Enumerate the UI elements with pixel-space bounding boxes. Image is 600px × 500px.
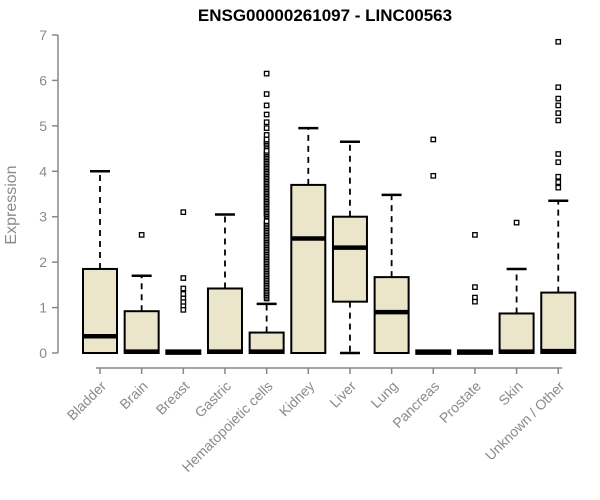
outlier-point xyxy=(263,102,270,109)
outlier-point xyxy=(555,179,562,186)
y-tick-label: 3 xyxy=(39,209,47,225)
outlier-point xyxy=(472,298,478,305)
outlier-point xyxy=(263,218,270,225)
outlier-point xyxy=(263,119,270,126)
y-tick-label: 4 xyxy=(39,163,47,179)
y-tick-label: 1 xyxy=(39,300,47,316)
y-tick-label: 5 xyxy=(39,118,47,134)
outlier-point xyxy=(263,136,270,143)
outlier-point xyxy=(263,111,270,118)
box xyxy=(290,183,327,354)
outlier-point xyxy=(555,117,562,124)
outlier-point xyxy=(263,147,270,154)
x-tick-label: Bladder xyxy=(64,378,110,424)
outlier-point xyxy=(263,125,270,131)
x-tick-label: Skin xyxy=(495,378,526,409)
outlier-point xyxy=(555,102,562,109)
y-tick-label: 6 xyxy=(39,72,47,88)
box xyxy=(540,291,577,354)
x-tick-label: Unknown / Other xyxy=(482,378,568,464)
outlier-point xyxy=(555,173,562,180)
outlier-point xyxy=(555,184,562,191)
box xyxy=(373,276,410,354)
x-tick-label: Liver xyxy=(326,378,359,411)
outlier-point xyxy=(180,209,187,216)
outlier-point xyxy=(513,219,520,226)
outlier-point xyxy=(555,159,562,166)
y-tick-label: 7 xyxy=(39,27,47,43)
box xyxy=(498,312,535,354)
outlier-point xyxy=(472,232,478,238)
x-tick-label: Breast xyxy=(153,378,193,418)
box xyxy=(82,267,118,354)
outlier-point xyxy=(555,151,562,157)
outlier-point xyxy=(180,306,187,313)
outlier-point xyxy=(555,84,562,91)
chart-title: ENSG00000261097 - LINC00563 xyxy=(198,6,452,25)
outlier-point xyxy=(138,232,145,238)
outlier-point xyxy=(180,275,187,281)
box xyxy=(123,310,160,355)
outlier-point xyxy=(263,132,270,138)
outlier-point xyxy=(180,291,187,297)
box xyxy=(206,287,243,355)
y-axis-title: Expression xyxy=(3,165,20,244)
outlier-point xyxy=(263,91,270,97)
outlier-point xyxy=(263,70,270,77)
outlier-point xyxy=(555,95,562,102)
outlier-point xyxy=(180,285,187,292)
outlier-point xyxy=(430,172,437,179)
x-tick-label: Prostate xyxy=(436,378,484,426)
y-tick-label: 2 xyxy=(39,254,47,270)
y-tick-label: 0 xyxy=(39,345,47,361)
outlier-point xyxy=(430,136,437,143)
x-tick-label: Brain xyxy=(116,378,150,412)
x-tick-label: Kidney xyxy=(276,378,318,420)
outlier-point xyxy=(555,38,562,45)
box xyxy=(331,215,368,303)
outlier-point xyxy=(555,110,562,116)
outlier-point xyxy=(472,284,478,290)
x-tick-label: Lung xyxy=(367,378,400,411)
